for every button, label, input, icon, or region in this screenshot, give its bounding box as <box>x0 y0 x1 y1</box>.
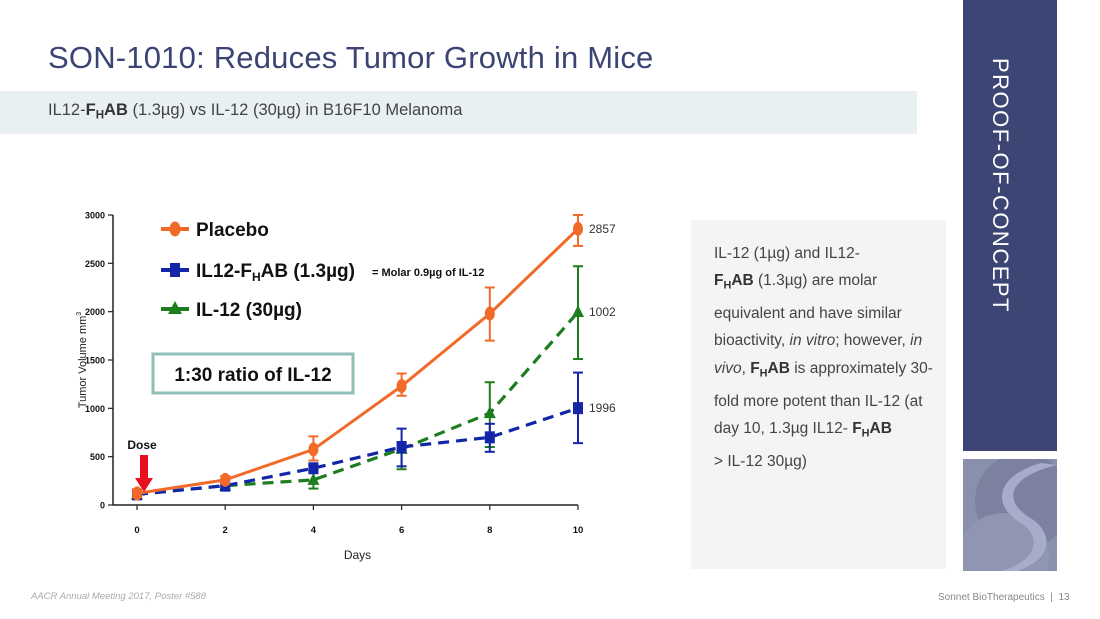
company-logo <box>963 459 1057 571</box>
footer-citation: AACR Annual Meeting 2017, Poster #588 <box>31 591 206 602</box>
legend-label: IL-12 (30µg) <box>196 300 302 321</box>
subtitle-ab: AB <box>104 101 128 119</box>
summary-part: F <box>714 272 724 290</box>
summary-in-vitro: in vitro <box>789 332 836 350</box>
summary-part: AB <box>869 419 892 437</box>
footer-right: Sonnet BioTherapeutics | 13 <box>938 592 1070 603</box>
data-point <box>220 472 231 487</box>
x-tick-label: 8 <box>487 525 492 536</box>
legend: Placebo IL12-FHAB (1.3µg) = Molar 0.9µg of… <box>161 220 484 321</box>
y-axis-label: Tumor Volume mm3 <box>76 312 89 409</box>
summary-part: is approximately 30-fold more potent tha… <box>714 359 933 437</box>
data-point <box>396 441 407 453</box>
x-tick-label: 10 <box>573 525 584 536</box>
summary-part: AB <box>731 272 754 290</box>
series-group: 2857 1996 1002 <box>131 214 616 501</box>
data-point <box>484 306 495 321</box>
summary-part: AB <box>767 359 790 377</box>
page-title: SON-1010: Reduces Tumor Growth in Mice <box>48 40 653 76</box>
data-point <box>396 379 407 394</box>
data-point <box>308 462 319 475</box>
series-line <box>136 311 580 496</box>
data-point <box>573 402 583 415</box>
x-tick-label: 0 <box>134 525 139 536</box>
title-rest: Reduces Tumor Growth in Mice <box>204 40 654 75</box>
y-tick-label: 2000 <box>85 307 105 317</box>
y-tick-label: 3000 <box>85 211 105 221</box>
annotations: 1:30 ratio of IL-12 Dose <box>127 352 355 492</box>
legend-marker-circle-icon <box>169 221 181 237</box>
end-value-label: 2857 <box>589 222 616 236</box>
summary-box <box>691 220 946 569</box>
data-point <box>132 486 142 501</box>
ratio-box <box>151 352 355 395</box>
y-tick-label: 1000 <box>85 404 105 414</box>
subtitle-bar <box>0 91 917 134</box>
summary-in-vivo: in vivo <box>714 332 923 377</box>
ratio-box-label: 1:30 ratio of IL-12 <box>174 365 331 386</box>
dose-label: Dose <box>127 438 157 452</box>
summary-part: F <box>852 419 862 437</box>
end-value-label: 1002 <box>589 305 616 319</box>
x-axis-label: Days <box>344 548 371 562</box>
legend-note: = Molar 0.9µg of IL-12 <box>372 267 484 279</box>
footer-company: Sonnet BioTherapeutics <box>938 592 1045 603</box>
summary-text: IL-12 (1µg) and IL12- FHAB (1.3µg) are mo… <box>714 240 944 475</box>
dose-arrow-icon <box>135 455 153 492</box>
legend-label-sub: H <box>252 270 261 284</box>
subtitle-rest: (1.3µg) vs IL-12 (30µg) in B16F10 Melano… <box>127 101 463 119</box>
summary-part: ; however, <box>835 332 911 350</box>
data-point <box>573 221 583 236</box>
data-point <box>483 406 496 419</box>
subtitle-prefix: IL12- <box>48 101 86 119</box>
subtitle-f: F <box>85 101 96 119</box>
summary-part: (1.3µg) are molar equivalent and have si… <box>714 272 902 350</box>
y-tick-label: 1500 <box>85 356 105 366</box>
summary-fhab-3: FHAB <box>852 419 892 440</box>
y-tick-label: 2500 <box>85 259 105 269</box>
legend-label: Placebo <box>196 220 269 241</box>
summary-part: , <box>741 359 751 377</box>
series-line <box>136 406 579 496</box>
summary-part: H <box>759 367 768 380</box>
axes: 0 500 1000 1500 2000 2500 3000 0 2 4 6 8 10 Days Tumor… <box>76 211 583 563</box>
page-number: 13 <box>1058 592 1070 603</box>
section-label-text: PROOF-OF-CONCEPT <box>988 58 1013 313</box>
data-point <box>572 305 584 318</box>
end-value-label: 1996 <box>589 401 616 415</box>
title-product: SON-1010: <box>48 40 205 75</box>
summary-fhab-1: FHAB <box>714 272 754 292</box>
subtitle-sub: H <box>95 109 105 122</box>
logo-s-icon <box>963 459 1057 571</box>
section-band <box>963 0 1057 451</box>
subtitle-fhab: FHAB <box>85 101 128 122</box>
legend-marker-square-icon <box>170 263 180 277</box>
summary-part: F <box>750 359 760 377</box>
series-circle-0 <box>132 214 583 501</box>
subtitle: IL12-FHAB (1.3µg) vs IL-12 (30µg) in B16… <box>48 101 462 121</box>
legend-label: IL12-FHAB (1.3µg) <box>196 261 355 284</box>
summary-fhab-2: FHAB <box>750 359 790 380</box>
footer-separator: | <box>1050 592 1053 603</box>
y-tick-label: 500 <box>90 452 105 462</box>
legend-marker-triangle-icon <box>168 301 182 314</box>
x-tick-label: 4 <box>311 525 317 536</box>
x-tick-label: 6 <box>399 525 404 536</box>
summary-part: > IL-12 30µg) <box>714 452 807 470</box>
summary-part: H <box>861 427 870 440</box>
logo-s-curve <box>1001 463 1057 571</box>
x-tick-label: 2 <box>223 525 228 536</box>
y-axis-label-sup: 3 <box>76 312 83 316</box>
data-point <box>307 472 320 485</box>
section-label: PROOF-OF-CONCEPT <box>963 0 1057 451</box>
y-tick-label: 0 <box>100 501 105 511</box>
summary-part: IL-12 (1µg) and IL12- <box>714 245 860 262</box>
series-line <box>136 227 580 495</box>
data-point <box>308 442 319 457</box>
legend-label-tail: AB (1.3µg) <box>261 261 355 282</box>
data-point <box>484 431 495 444</box>
summary-part: H <box>723 279 732 292</box>
